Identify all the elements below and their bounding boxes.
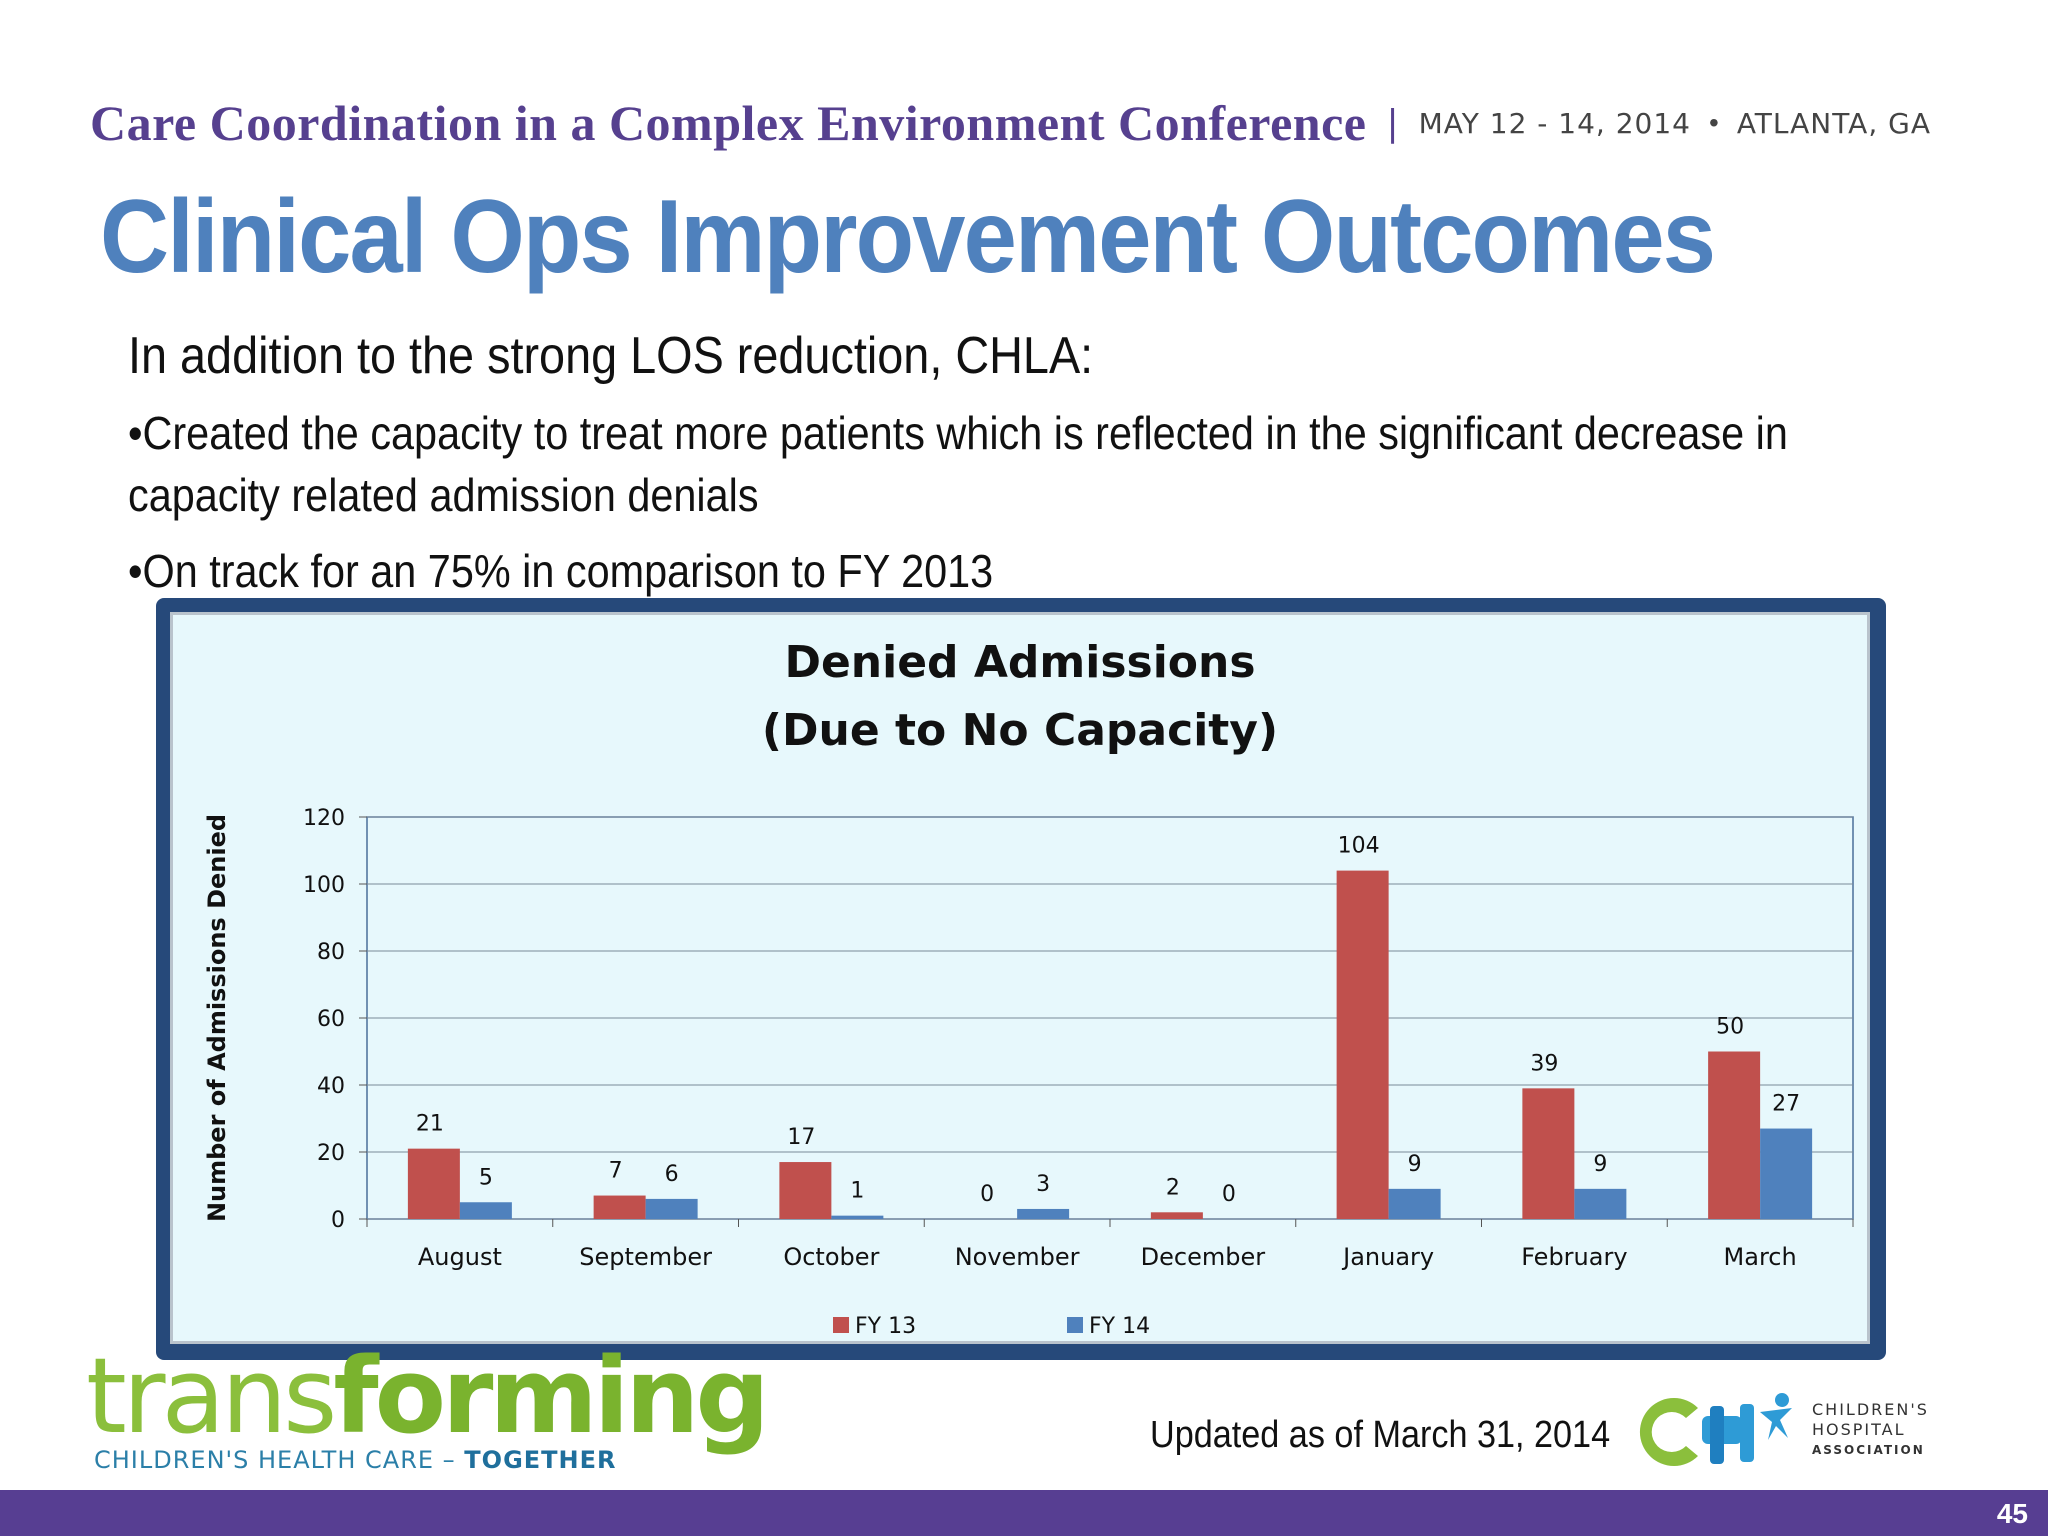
conference-dates: MAY 12 - 14, 2014 — [1418, 106, 1691, 140]
x-tick-label: August — [418, 1243, 502, 1271]
conference-location: ATLANTA, GA — [1736, 106, 1931, 140]
y-tick-label: 0 — [331, 1208, 345, 1233]
bar-fy-14 — [1388, 1188, 1441, 1219]
x-tick-label: November — [955, 1243, 1080, 1271]
y-tick-label: 20 — [317, 1141, 345, 1166]
tagline-bold: TOGETHER — [464, 1446, 617, 1474]
data-label: 50 — [1716, 1015, 1744, 1040]
y-tick-label: 40 — [317, 1074, 345, 1099]
chart-panel: Denied Admissions (Due to No Capacity) 0 20… — [170, 612, 1870, 1344]
data-label: 39 — [1530, 1051, 1558, 1076]
data-label: 17 — [787, 1125, 815, 1150]
transforming-wordmark: transforming — [86, 1344, 770, 1448]
bar-fy-13 — [593, 1195, 646, 1219]
bar-fy-14 — [1017, 1208, 1070, 1219]
x-tick-label: December — [1141, 1243, 1266, 1271]
data-label: 104 — [1338, 834, 1380, 859]
data-label: 9 — [1408, 1152, 1422, 1177]
data-label: 5 — [479, 1165, 493, 1190]
cha-logo: CHILDREN'S HOSPITAL ASSOCIATION — [1620, 1386, 1940, 1476]
intro-text: In addition to the strong LOS reduction,… — [128, 327, 1094, 385]
x-tick-label: January — [1341, 1243, 1434, 1271]
legend-swatch — [833, 1317, 849, 1333]
data-label: 2 — [1166, 1175, 1180, 1200]
cha-line2: HOSPITAL — [1812, 1420, 1906, 1439]
bullet-capacity: •Created the capacity to treat more pati… — [128, 402, 1788, 526]
y-tick-label: 80 — [317, 940, 345, 965]
data-label: 9 — [1593, 1152, 1607, 1177]
bottom-bar: 45 — [0, 1490, 2048, 1536]
bar-fy-14 — [645, 1198, 698, 1219]
tagline-main: CHILDREN'S HEALTH CARE – — [94, 1446, 465, 1474]
x-tick-label: February — [1521, 1243, 1627, 1271]
updated-date: Updated as of March 31, 2014 — [1150, 1414, 1611, 1456]
data-label: 0 — [1222, 1182, 1236, 1207]
conference-name: Care Coordination in a Complex Environme… — [90, 95, 1367, 151]
bar-fy-13 — [1336, 870, 1389, 1219]
bar-fy-13 — [1150, 1212, 1203, 1219]
bar-fy-13 — [1708, 1051, 1761, 1219]
bar-fy-13 — [407, 1148, 460, 1219]
legend-label: FY 13 — [855, 1314, 916, 1339]
slide-title: Clinical Ops Improvement Outcomes — [100, 179, 1716, 295]
chart-title-line: (Due to No Capacity) — [762, 705, 1278, 756]
wordmark-light: trans — [86, 1335, 337, 1457]
y-tick-label: 120 — [303, 806, 345, 831]
header-separator: | — [1386, 102, 1399, 144]
cha-line3: ASSOCIATION — [1812, 1443, 1925, 1457]
header-dot: • — [1709, 107, 1719, 138]
data-label: 3 — [1036, 1172, 1050, 1197]
bar-fy-14 — [1760, 1128, 1813, 1219]
wordmark-bold: forming — [333, 1335, 769, 1457]
data-label: 6 — [665, 1162, 679, 1187]
y-tick-label: 100 — [303, 873, 345, 898]
x-tick-label: March — [1724, 1243, 1797, 1271]
bar-fy-14 — [459, 1202, 512, 1219]
data-label: 7 — [609, 1159, 623, 1184]
transforming-logo: transforming CHILDREN'S HEALTH CARE – TO… — [86, 1344, 770, 1478]
bullet-capacity-line2: capacity related admission denials — [128, 469, 759, 521]
bar-fy-14 — [831, 1215, 884, 1219]
bar-fy-13 — [1522, 1088, 1575, 1219]
bar-fy-14 — [1574, 1188, 1627, 1219]
cha-wordmark: CHILDREN'S HOSPITAL ASSOCIATION — [1812, 1400, 1929, 1460]
bullet-on-track: •On track for an 75% in comparison to FY… — [128, 545, 994, 597]
legend-swatch — [1067, 1317, 1083, 1333]
cha-mark-icon — [1639, 1393, 1792, 1466]
denied-admissions-chart: Denied Admissions(Due to No Capacity)020… — [203, 637, 1854, 1339]
cha-line1: CHILDREN'S — [1812, 1400, 1929, 1419]
y-axis-label: Number of Admissions Denied — [203, 814, 231, 1222]
x-tick-label: September — [579, 1243, 712, 1271]
bar-fy-13 — [779, 1162, 832, 1219]
data-label: 21 — [416, 1112, 444, 1137]
y-tick-label: 60 — [317, 1007, 345, 1032]
legend-label: FY 14 — [1089, 1314, 1150, 1339]
x-tick-label: October — [783, 1243, 879, 1271]
bullet-capacity-line1: •Created the capacity to treat more pati… — [128, 407, 1788, 459]
data-label: 0 — [980, 1182, 994, 1207]
data-label: 27 — [1772, 1092, 1800, 1117]
chart-frame: Denied Admissions (Due to No Capacity) 0 20… — [156, 598, 1886, 1360]
transforming-tagline: CHILDREN'S HEALTH CARE – TOGETHER — [94, 1446, 617, 1474]
chart-title-line: Denied Admissions — [784, 637, 1255, 688]
data-label: 1 — [850, 1179, 864, 1204]
page-number: 45 — [1996, 1498, 2028, 1529]
conference-header: Care Coordination in a Complex Environme… — [90, 88, 1970, 158]
